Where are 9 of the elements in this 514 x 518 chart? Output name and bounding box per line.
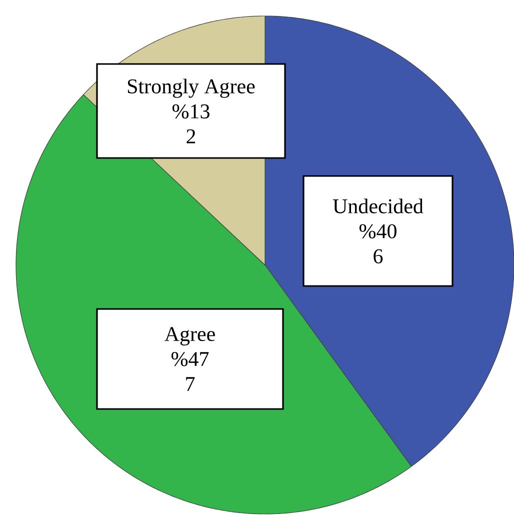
slice-label: Strongly Agree — [128, 78, 255, 98]
data-label: %40 — [359, 224, 396, 238]
data-label: %47 — [171, 352, 209, 366]
slice-label: Agree — [164, 327, 215, 346]
text: 7 — [186, 377, 195, 391]
data-label: %13 — [172, 104, 210, 119]
slice-label: Undecided — [332, 198, 424, 214]
text: 2 — [186, 129, 196, 144]
text: 6 — [374, 249, 383, 264]
